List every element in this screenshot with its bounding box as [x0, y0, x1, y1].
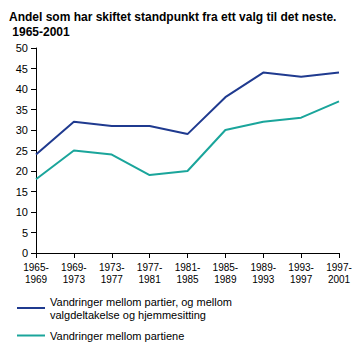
svg-text:1973: 1973: [63, 274, 86, 285]
svg-text:1973-: 1973-: [99, 262, 125, 273]
svg-text:Vandringer mellom partier, og: Vandringer mellom partier, og mellom: [50, 296, 235, 308]
svg-text:35: 35: [16, 104, 28, 116]
svg-text:30: 30: [16, 124, 28, 136]
svg-text:1985-: 1985-: [213, 262, 239, 273]
svg-text:1969: 1969: [25, 274, 48, 285]
svg-text:1997-: 1997-: [326, 262, 352, 273]
svg-text:1977-: 1977-: [137, 262, 163, 273]
svg-text:1965-2001: 1965-2001: [9, 25, 70, 39]
svg-text:20: 20: [16, 165, 28, 177]
svg-text:1989: 1989: [214, 274, 237, 285]
svg-text:50: 50: [16, 42, 28, 54]
svg-text:1965-: 1965-: [23, 262, 49, 273]
svg-text:45: 45: [16, 63, 28, 75]
svg-text:25: 25: [16, 145, 28, 157]
svg-text:1981: 1981: [139, 274, 162, 285]
svg-text:10: 10: [16, 206, 28, 218]
svg-text:1977: 1977: [101, 274, 124, 285]
svg-text:1985: 1985: [176, 274, 199, 285]
svg-text:5: 5: [22, 227, 28, 239]
svg-text:Andel som har skiftet standpun: Andel som har skiftet standpunkt fra ett…: [9, 10, 336, 24]
svg-text:2001: 2001: [328, 274, 351, 285]
svg-text:Vandringer mellom partiene: Vandringer mellom partiene: [50, 330, 184, 342]
svg-text:40: 40: [16, 83, 28, 95]
svg-text:1993-: 1993-: [288, 262, 314, 273]
svg-text:15: 15: [16, 186, 28, 198]
svg-text:0: 0: [22, 247, 28, 259]
svg-text:1981-: 1981-: [175, 262, 201, 273]
svg-text:1989-: 1989-: [250, 262, 276, 273]
svg-text:1997: 1997: [290, 274, 313, 285]
svg-text:valgdeltakelse og hjemmesittin: valgdeltakelse og hjemmesitting: [50, 309, 206, 321]
svg-text:1993: 1993: [252, 274, 275, 285]
svg-text:1969-: 1969-: [61, 262, 87, 273]
